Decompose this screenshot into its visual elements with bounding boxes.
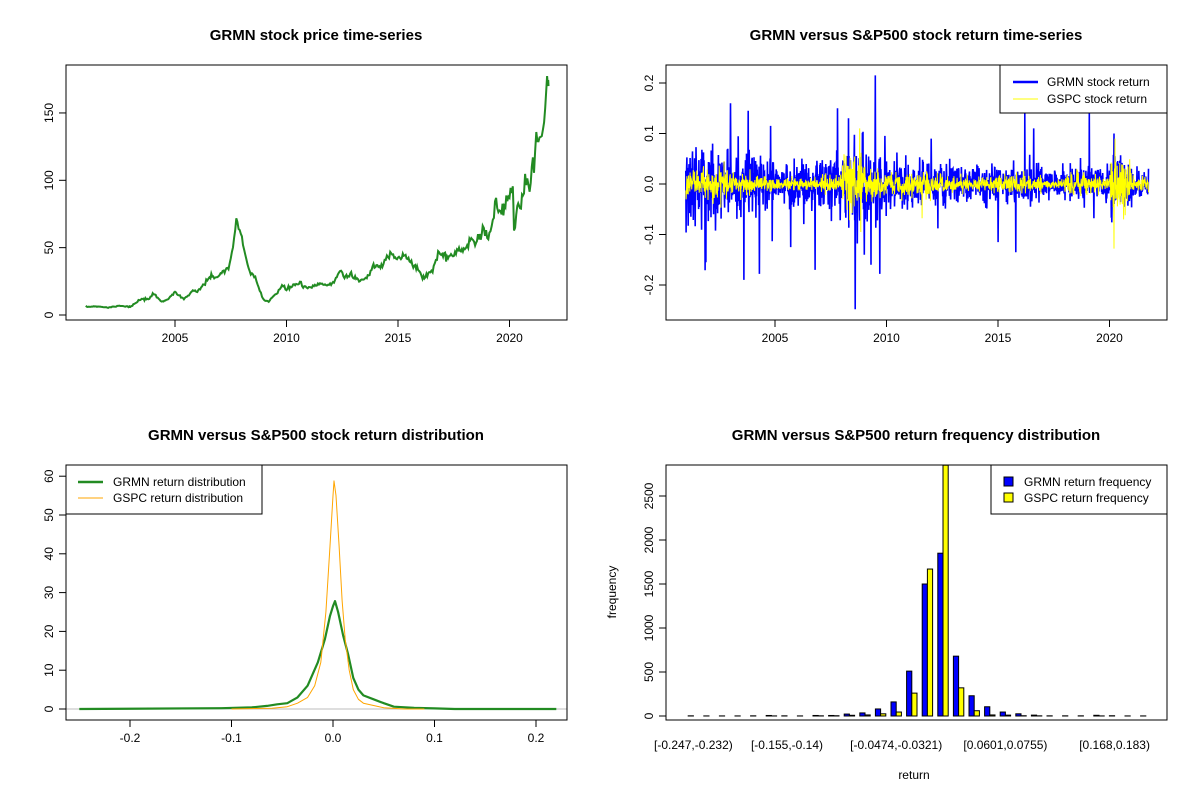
gspc-bar bbox=[880, 713, 887, 717]
grmn-bar bbox=[984, 706, 991, 717]
grmn-bar bbox=[921, 583, 928, 717]
grmn-bar bbox=[874, 708, 882, 717]
grmn-bar bbox=[1030, 714, 1038, 717]
y-tick-label: 40 bbox=[42, 547, 56, 561]
histogram-panel: GRMN versus S&P500 return frequency dist… bbox=[605, 427, 1168, 782]
price-series-line bbox=[85, 76, 550, 309]
x-tick-label: 2010 bbox=[273, 331, 300, 345]
x-tick-label: [-0.155,-0.14) bbox=[751, 738, 823, 752]
grmn-bar bbox=[1093, 714, 1100, 717]
grmn-bar bbox=[812, 714, 819, 717]
gspc-bar bbox=[942, 464, 949, 717]
y-tick-label: 2500 bbox=[642, 482, 656, 509]
density-title: GRMN versus S&P500 stock return distribu… bbox=[148, 427, 484, 444]
x-tick-label: 2005 bbox=[762, 331, 789, 345]
x-tick-label: 2020 bbox=[1096, 331, 1123, 345]
plot-frame bbox=[665, 64, 1168, 321]
gspc-bar bbox=[926, 568, 934, 717]
legend-label-grmn: GRMN stock return bbox=[1047, 75, 1150, 89]
gspc-bar bbox=[973, 710, 980, 717]
y-tick-label: 0.2 bbox=[642, 74, 656, 91]
y-tick-label: 100 bbox=[42, 170, 56, 190]
legend-label-grmn: GRMN return frequency bbox=[1024, 475, 1151, 489]
grmn-bar bbox=[906, 670, 913, 717]
x-tick-label: [-0.247,-0.232) bbox=[654, 738, 733, 752]
y-tick-label: 0.0 bbox=[642, 175, 656, 192]
x-tick-label: [0.168,0.183) bbox=[1079, 738, 1150, 752]
grmn-density-line bbox=[79, 599, 557, 711]
gspc-bar bbox=[911, 692, 918, 717]
y-tick-label: 30 bbox=[42, 586, 56, 600]
y-tick-label: 50 bbox=[42, 508, 56, 522]
x-tick-label: -0.1 bbox=[221, 731, 242, 745]
y-tick-label: 0 bbox=[42, 311, 56, 318]
y-tick-label: 0 bbox=[42, 705, 56, 712]
x-tick-label: -0.2 bbox=[120, 731, 141, 745]
legend-label-grmn: GRMN return distribution bbox=[113, 475, 246, 489]
grmn-bar bbox=[765, 714, 772, 717]
y-tick-label: 60 bbox=[42, 469, 56, 483]
legend-label-gspc: GSPC stock return bbox=[1047, 92, 1147, 106]
grmn-bar bbox=[843, 713, 850, 717]
y-tick-label: 150 bbox=[42, 103, 56, 123]
grmn-bar bbox=[952, 655, 960, 717]
x-tick-label: 2005 bbox=[162, 331, 189, 345]
y-tick-label: 500 bbox=[642, 662, 656, 682]
gspc-bar bbox=[895, 711, 902, 717]
legend-swatch-gspc bbox=[1003, 492, 1014, 503]
gspc-density-line bbox=[231, 480, 425, 710]
x-tick-label: 0.1 bbox=[426, 731, 443, 745]
grmn-bar bbox=[1015, 713, 1022, 717]
grmn-bar bbox=[968, 695, 975, 717]
y-tick-label: -0.2 bbox=[642, 274, 656, 295]
plot-frame bbox=[65, 464, 568, 721]
grmn-bar bbox=[828, 714, 835, 717]
density-panel: GRMN versus S&P500 stock return distribu… bbox=[42, 427, 568, 745]
y-tick-label: 2000 bbox=[642, 526, 656, 553]
y-tick-label: 0.1 bbox=[642, 125, 656, 142]
legend: GRMN stock return GSPC stock return bbox=[999, 64, 1168, 114]
gspc-return-line bbox=[685, 128, 1149, 249]
gspc-bar bbox=[989, 714, 996, 717]
legend: GRMN return distribution GSPC return dis… bbox=[65, 464, 263, 515]
x-tick-label: 2015 bbox=[985, 331, 1012, 345]
x-tick-label: 2020 bbox=[496, 331, 523, 345]
legend-label-gspc: GSPC return distribution bbox=[113, 491, 243, 505]
y-tick-label: 10 bbox=[42, 663, 56, 677]
y-tick-label: 20 bbox=[42, 624, 56, 638]
gspc-bar bbox=[1004, 714, 1012, 717]
y-tick-label: 1000 bbox=[642, 614, 656, 641]
x-tick-label: 2015 bbox=[385, 331, 412, 345]
plot-frame bbox=[665, 464, 1168, 721]
x-tick-label: [0.0601,0.0755) bbox=[963, 738, 1047, 752]
grmn-bar bbox=[859, 712, 866, 717]
legend: GRMN return frequency GSPC return freque… bbox=[990, 464, 1168, 515]
y-tick-label: 1500 bbox=[642, 570, 656, 597]
legend-swatch-grmn bbox=[1003, 476, 1014, 487]
return-timeseries-title: GRMN versus S&P500 stock return time-ser… bbox=[750, 27, 1083, 44]
grmn-bar bbox=[890, 701, 897, 717]
gspc-bar bbox=[958, 687, 965, 717]
x-tick-label: 0.2 bbox=[528, 731, 545, 745]
x-tick-label: 0.0 bbox=[325, 731, 342, 745]
return-timeseries-panel: GRMN versus S&P500 stock return time-ser… bbox=[642, 27, 1168, 345]
gspc-bar bbox=[848, 714, 856, 717]
x-tick-label: [-0.0474,-0.0321) bbox=[850, 738, 942, 752]
legend-label-gspc: GSPC return frequency bbox=[1024, 491, 1149, 505]
grmn-bar bbox=[937, 552, 944, 717]
gspc-bar bbox=[864, 714, 871, 717]
x-axis-label: return bbox=[898, 768, 929, 782]
price-chart-title: GRMN stock price time-series bbox=[210, 27, 423, 44]
x-tick-label: 2010 bbox=[873, 331, 900, 345]
y-tick-label: -0.1 bbox=[642, 224, 656, 245]
y-tick-label: 0 bbox=[642, 712, 656, 719]
y-axis-label: frequency bbox=[605, 566, 619, 619]
histogram-title: GRMN versus S&P500 return frequency dist… bbox=[732, 427, 1100, 444]
grmn-bar bbox=[999, 711, 1006, 717]
y-tick-label: 50 bbox=[42, 241, 56, 255]
price-panel: GRMN stock price time-series 2005 2010 201… bbox=[42, 27, 568, 345]
